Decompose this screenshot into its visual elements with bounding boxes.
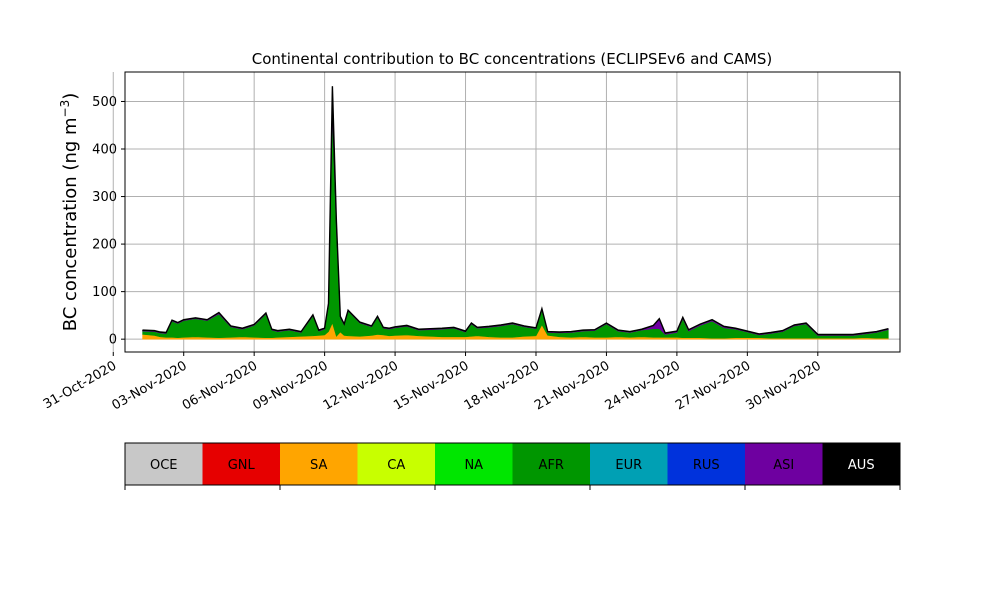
y-tick-label: 100 — [92, 285, 117, 300]
legend-frame — [124, 442, 901, 486]
legend-swatch-afr — [512, 443, 591, 485]
grid-lines — [112, 72, 900, 352]
y-axis-label-main: BC concentration (ng m — [60, 117, 81, 331]
y-axis-label: BC concentration (ng m−3) — [58, 93, 81, 332]
legend-swatch-rus — [667, 443, 746, 485]
legend-label-afr: AFR — [539, 458, 564, 473]
legend-swatch-na — [435, 443, 513, 485]
stacked-area-layers — [142, 86, 889, 340]
legend-swatch-ca — [357, 443, 436, 485]
legend-swatch-eur — [590, 443, 668, 485]
legend-label-eur: EUR — [615, 458, 642, 473]
x-tick-label: 21-Nov-2020 — [532, 358, 612, 413]
legend-swatch-oce — [125, 443, 203, 485]
y-tick-label: 300 — [92, 190, 117, 205]
x-tick-label: 09-Nov-2020 — [250, 358, 330, 413]
legend-label-asi: ASI — [773, 458, 794, 473]
plot-frame — [124, 71, 901, 353]
legend-label-ca: CA — [387, 458, 405, 473]
y-tick-label: 0 — [109, 333, 117, 348]
legend-label-gnl: GNL — [228, 458, 256, 473]
x-tick-label: 31-Oct-2020 — [41, 358, 119, 412]
legend-label-oce: OCE — [150, 458, 178, 473]
legend-label-na: NA — [464, 458, 483, 473]
x-tick-label: 24-Nov-2020 — [603, 358, 683, 413]
x-tick-label: 30-Nov-2020 — [744, 358, 824, 413]
y-tick-label: 500 — [92, 95, 117, 110]
x-tick-label: 03-Nov-2020 — [109, 358, 189, 413]
x-tick-label: 12-Nov-2020 — [321, 358, 401, 413]
legend-swatch-sa — [280, 443, 358, 485]
legend-label-aus: AUS — [848, 458, 875, 473]
legend-swatch-gnl — [202, 443, 281, 485]
y-tick-label: 200 — [92, 238, 117, 253]
x-tick-label: 15-Nov-2020 — [391, 358, 471, 413]
region-colorbar-legend: OCE GNL SA CA NA AFR EUR RUS ASI AUS — [124, 442, 901, 490]
y-axis-ticks: 0 100 200 300 400 500 — [92, 95, 125, 348]
legend-swatch-aus — [822, 443, 901, 485]
legend-label-sa: SA — [310, 458, 327, 473]
total-outline — [142, 86, 889, 336]
legend-label-rus: RUS — [693, 458, 720, 473]
y-axis-label-close: ) — [60, 93, 81, 100]
x-tick-label: 18-Nov-2020 — [462, 358, 542, 413]
x-tick-label: 06-Nov-2020 — [180, 358, 260, 413]
y-tick-label: 400 — [92, 143, 117, 158]
y-axis-label-exponent: −3 — [58, 100, 72, 118]
legend-swatch-asi — [745, 443, 823, 485]
x-axis-ticks: 31-Oct-202003-Nov-202006-Nov-202009-Nov-… — [41, 352, 824, 413]
x-tick-label: 27-Nov-2020 — [673, 358, 753, 413]
chart-title: Continental contribution to BC concentra… — [252, 50, 773, 68]
